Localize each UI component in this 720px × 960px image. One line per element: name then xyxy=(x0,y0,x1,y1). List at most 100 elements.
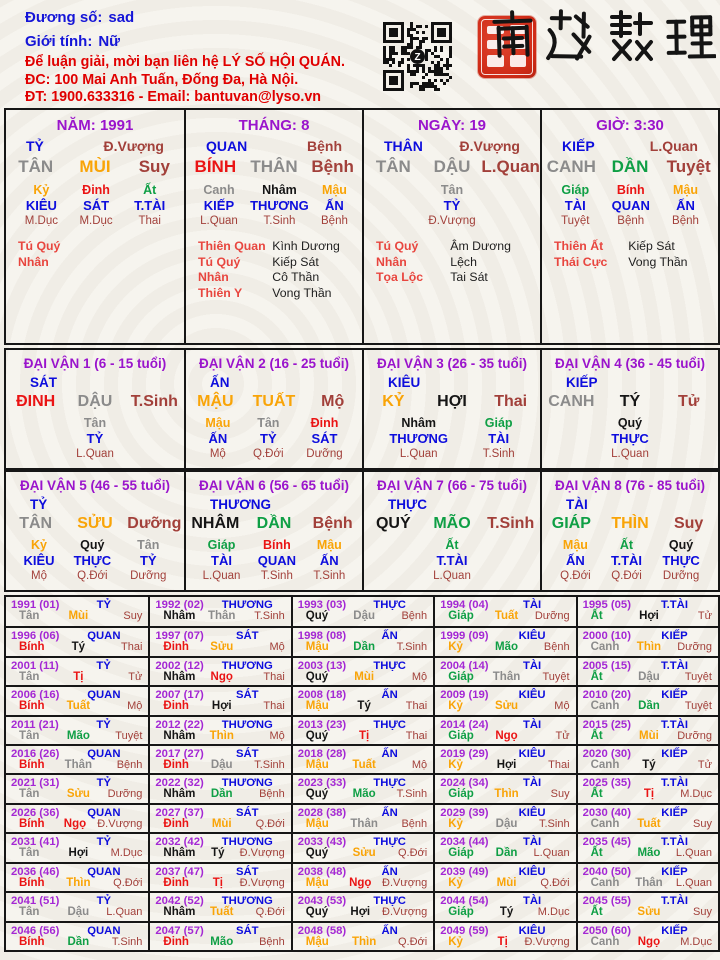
pillar-top-row: TỶ Đ.Vượng xyxy=(6,138,184,154)
year-stem: Mậu xyxy=(305,876,329,889)
gender-line: Giới tính: Nữ xyxy=(25,30,345,54)
year-stem: Ất xyxy=(590,788,603,801)
year-line-1: 2044 (54) TÀI xyxy=(435,895,575,907)
year-label: 2004 (14) xyxy=(440,659,489,672)
hidden-stem-column: Giáp TÀI T.Sinh xyxy=(483,416,515,462)
hidden-stems: Kỷ KIÊU Mộ Quý THỰC Q.Đới Tân TỶ Dưỡng xyxy=(6,538,184,584)
star-name: Thiên Quan xyxy=(198,239,266,253)
hidden-stem: Tân xyxy=(440,183,464,197)
year-stage: Q.Đới xyxy=(397,847,428,860)
year-god: KIẾP xyxy=(661,630,688,643)
year-cell: 2018 (28) ẤN Mậu Tuất Mộ xyxy=(290,744,434,774)
year-line-2: Đinh Dậu T.Sinh xyxy=(150,759,290,771)
year-label: 2008 (18) xyxy=(297,689,347,702)
year-line-2: Kỷ Hợi Thai xyxy=(435,759,575,771)
pillar-main-row: CANH DẦN Tuyệt xyxy=(542,157,718,177)
hidden-stage: Tuyệt xyxy=(561,215,590,227)
svg-text:Z: Z xyxy=(414,52,420,63)
hidden-god: THƯƠNG xyxy=(250,198,309,213)
hidden-god: KIẾP xyxy=(203,198,235,213)
year-line-2: Mậu Tuất Mộ xyxy=(293,759,433,771)
year-cell: 2035 (45) T.TÀI Ất Mão L.Quan xyxy=(575,832,718,862)
hidden-god: ẤN xyxy=(208,431,228,446)
year-stage: Tử xyxy=(697,759,712,772)
daivan-main-item: DẬU xyxy=(77,393,113,410)
year-line-2: Mậu Thân Bệnh xyxy=(293,818,433,830)
year-cell: 2024 (34) TÀI Giáp Thìn Suy xyxy=(433,773,576,803)
year-line-1: 2001 (11) TỶ xyxy=(6,660,148,672)
year-stem: Ất xyxy=(590,610,603,622)
year-line-1: 2007 (17) SÁT xyxy=(150,689,290,701)
year-label: 1999 (09) xyxy=(440,630,489,643)
year-line-1: 2002 (12) THƯƠNG xyxy=(150,660,290,672)
daivan-main-item: KỶ xyxy=(382,393,405,410)
year-line-2: Nhâm Thân T.Sinh xyxy=(150,610,290,622)
year-stage: Đ.Vượng xyxy=(524,935,570,948)
gender-value: Nữ xyxy=(98,33,121,50)
hidden-stem-column: Mậu ẤN Bệnh xyxy=(321,183,348,229)
year-branch: Mão xyxy=(210,935,234,948)
year-stage: L.Quan xyxy=(533,847,570,860)
year-label: 2045 (55) xyxy=(582,895,631,908)
year-branch: Tý xyxy=(499,906,514,919)
year-line-2: Đinh Mùi Q.Đới xyxy=(150,818,290,830)
hidden-stems: Tân TỶ L.Quan xyxy=(6,416,184,462)
year-line-1: 2004 (14) TÀI xyxy=(435,660,575,672)
year-line-1: 2013 (23) THỰC xyxy=(293,719,433,731)
hidden-god: KIÊU xyxy=(25,198,57,213)
year-stage: Tuyệt xyxy=(542,670,570,683)
year-stage: Mộ xyxy=(269,729,285,742)
year-label: 2043 (53) xyxy=(297,895,347,908)
hidden-god: ẤN xyxy=(566,553,585,568)
year-line-2: Bính Tuất Mộ xyxy=(6,700,148,712)
hidden-stem-column: Đinh SÁT M.Dục xyxy=(79,183,112,229)
year-stage: Mộ xyxy=(269,641,285,654)
year-label: 2042 (52) xyxy=(155,895,204,908)
year-god: T.TÀI xyxy=(660,599,688,611)
year-god: KIẾP xyxy=(661,924,688,937)
year-line-1: 2025 (35) T.TÀI xyxy=(578,777,718,789)
year-cell: 2013 (23) THỰC Quý Tị Thai xyxy=(290,714,434,745)
year-label: 1993 (03) xyxy=(297,599,347,611)
hidden-stems: Tân TỶ Đ.Vượng xyxy=(364,183,540,229)
year-cell: 2034 (44) TÀI Giáp Dần L.Quan xyxy=(433,832,576,862)
four-pillars-grid: NĂM: 1991 TỶ Đ.Vượng TÂN MÙI Suy Kỷ KIÊU M.Dục Đi… xyxy=(4,108,720,345)
year-branch: Tị xyxy=(212,876,223,889)
year-cell: 2045 (55) T.TÀI Ất Sửu Suy xyxy=(575,891,718,921)
year-line-2: Ất Mùi Dưỡng xyxy=(578,730,718,742)
daivan-3: ĐẠI VẬN 3 (26 - 35 tuổi) KIÊU KỶ HỢI Thai Nhâ… xyxy=(362,350,540,468)
year-line-1: 1995 (05) T.TÀI xyxy=(578,599,718,611)
year-god: TỶ xyxy=(96,718,111,731)
year-cell: 2007 (17) SÁT Đinh Hợi Thai xyxy=(148,685,291,715)
year-stem: Đinh xyxy=(163,817,189,830)
year-cell: 2004 (14) TÀI Giáp Thân Tuyệt xyxy=(433,655,576,686)
year-cell: 2003 (13) THỰC Quý Mùi Mộ xyxy=(290,655,434,686)
year-god: QUAN xyxy=(87,924,121,937)
year-god: ẤN xyxy=(381,924,398,937)
year-god: TÀI xyxy=(522,895,542,908)
daivan-god: ẤN xyxy=(210,375,230,390)
year-line-1: 2035 (45) T.TÀI xyxy=(578,836,718,848)
year-branch: Tị xyxy=(359,729,370,742)
year-cell: 2026 (36) QUAN Bính Ngọ Đ.Vượng xyxy=(6,802,149,832)
year-branch: Tý xyxy=(357,700,371,713)
year-stem: Quý xyxy=(305,670,329,683)
hidden-stem: Giáp xyxy=(484,416,513,430)
hidden-god: SÁT xyxy=(311,431,338,446)
year-branch: Ngọ xyxy=(637,935,661,948)
hidden-stem: Canh xyxy=(203,183,235,197)
year-stem: Nhâm xyxy=(163,847,196,860)
hidden-god: SÁT xyxy=(83,198,110,213)
hidden-god: ẤN xyxy=(325,198,344,213)
year-line-1: 2050 (60) KIẾP xyxy=(578,925,718,937)
year-line-1: 1991 (01) TỶ xyxy=(6,599,148,611)
year-cell: 1993 (03) THỰC Quý Dậu Bệnh xyxy=(290,597,433,627)
year-line-2: Mậu Dần T.Sinh xyxy=(293,641,433,653)
year-line-1: 2041 (51) TỶ xyxy=(6,895,148,907)
year-cell: 1997 (07) SÁT Đinh Sửu Mộ xyxy=(148,626,291,656)
year-god: TỶ xyxy=(96,836,112,849)
daivan-6: ĐẠI VẬN 6 (56 - 65 tuổi) THƯƠNG NHÂM DẦN Bện… xyxy=(184,472,362,590)
pillar-year: NĂM: 1991 TỶ Đ.Vượng TÂN MÙI Suy Kỷ KIÊU M.Dục Đi… xyxy=(6,110,184,343)
year-god: TỶ xyxy=(96,895,112,908)
year-branch: Dậu xyxy=(638,670,660,683)
